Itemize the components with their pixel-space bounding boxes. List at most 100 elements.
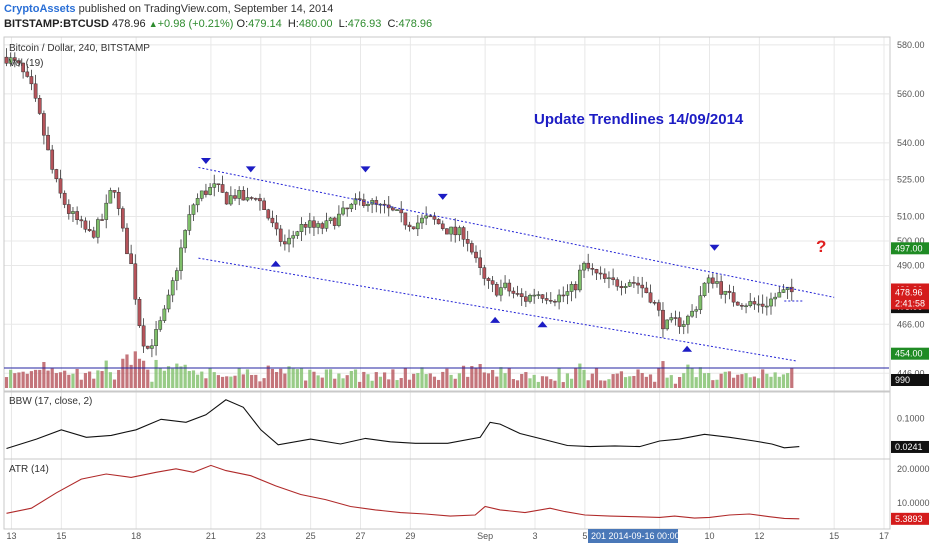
candle-body [66, 204, 71, 214]
volume-bar [653, 381, 657, 388]
volume-bar [790, 368, 794, 388]
volume-bar [154, 359, 158, 388]
volume-bar [250, 374, 254, 388]
time-axis[interactable]: 1315182123252729Sep35810121517 [6, 531, 889, 541]
volume-bar [628, 376, 632, 388]
volume-badge: 990 [895, 375, 910, 385]
volume-bar [287, 366, 291, 388]
volume-bar [17, 372, 21, 388]
candle-body [233, 195, 237, 199]
volume-bar [125, 354, 129, 388]
volume-bar [561, 382, 565, 388]
volume-bar [407, 379, 412, 388]
candle-body [125, 227, 129, 255]
volume-bar [607, 379, 611, 388]
candle-body [648, 292, 653, 303]
atr-label: ATR (14) [9, 464, 49, 475]
volume-bar [702, 373, 707, 388]
volume-bar [486, 373, 491, 388]
volume-bar [615, 373, 619, 388]
candle-body [777, 292, 782, 298]
candle-body [79, 219, 84, 222]
volume-bar [769, 376, 773, 388]
volume-bar [482, 372, 486, 388]
candle-body [212, 183, 217, 188]
candle-body [42, 113, 46, 136]
candle-body [532, 294, 537, 297]
annotation-text[interactable]: Update Trendlines 14/09/2014 [534, 111, 744, 128]
volume-bar [736, 374, 740, 388]
volume-bar [756, 378, 761, 388]
swing-markers [200, 158, 720, 352]
volume-bar [673, 383, 678, 388]
candle-body [499, 287, 503, 296]
candle-body [752, 301, 757, 305]
candle-body [100, 219, 104, 221]
swing-low-marker-icon [682, 345, 693, 352]
candle-body [4, 56, 9, 64]
volume-bar [495, 376, 499, 388]
volume-bar [166, 366, 171, 388]
volume-bar [358, 381, 362, 388]
price-axis[interactable]: 580.00 560.00 540.00 525.00 510.00 500.00 490.… [897, 40, 930, 508]
volume-bar [648, 374, 653, 388]
price-badge: 454.00 [895, 349, 923, 359]
volume-bar [432, 376, 437, 388]
volume-bar [636, 369, 640, 388]
candle-body [216, 183, 221, 185]
candle-body [204, 190, 208, 195]
volume-bar [79, 379, 83, 388]
question-mark[interactable]: ? [816, 237, 826, 256]
candle-body [607, 277, 611, 280]
candle-body [374, 200, 379, 205]
volume-bar [470, 366, 474, 388]
volume-bar [187, 370, 191, 388]
volume-bar [212, 372, 216, 388]
volume-bar [333, 378, 337, 388]
volume-bar [412, 373, 416, 388]
volume-bar [220, 376, 225, 388]
volume-bar [723, 371, 727, 388]
volume-bars [4, 351, 889, 388]
price-tick-label: 510.00 [897, 211, 925, 221]
volume-bar [370, 380, 374, 388]
candle-body [357, 198, 362, 200]
pane-frames [3, 36, 891, 530]
candle-body [536, 294, 541, 296]
candle-body [619, 286, 624, 289]
candle-body [632, 282, 636, 284]
volume-bar [283, 373, 287, 388]
volume-bar [299, 368, 304, 388]
candle-body [661, 309, 665, 330]
atr-badge: 5.3893 [895, 514, 923, 524]
time-tick-label: Sep [477, 531, 493, 541]
volume-bar [623, 377, 628, 388]
volume-bar [540, 376, 545, 388]
volume-bar [316, 375, 320, 388]
price-tick-label: 500.00 [897, 236, 925, 246]
candle-body [150, 345, 154, 349]
author-link[interactable]: CryptoAssets [4, 3, 76, 15]
candle-body [540, 294, 545, 299]
volume-bar [46, 370, 50, 388]
trendlines[interactable] [198, 166, 835, 362]
candle-body [590, 268, 595, 270]
volume-bar [175, 363, 179, 388]
candle-body [710, 277, 715, 284]
volume-bar [528, 378, 532, 388]
volume-bar [108, 372, 112, 388]
candle-body [141, 325, 146, 347]
atr-tick-label: 20.0000 [897, 464, 930, 474]
symbol-name[interactable]: BITSTAMP:BTCUSD [4, 18, 109, 30]
candle-body [33, 83, 38, 99]
candle-body [50, 149, 55, 170]
volume-bar [711, 380, 715, 388]
candle-body [694, 309, 699, 312]
candle-body [337, 213, 341, 226]
volume-bar [266, 365, 270, 388]
volume-bar [366, 374, 370, 388]
candle-body [740, 304, 744, 307]
volume-bar [748, 377, 752, 388]
